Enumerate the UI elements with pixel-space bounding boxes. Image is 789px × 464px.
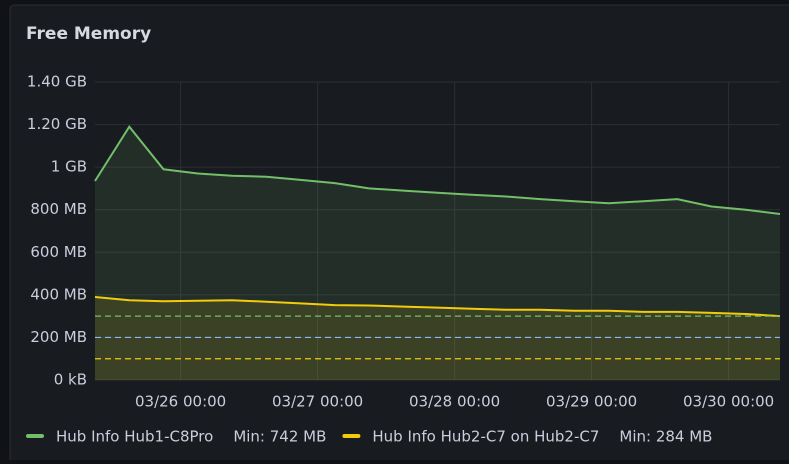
legend-min: Min: 742 MB [233,428,326,446]
y-tick-label: 600 MB [30,243,87,261]
legend-min: Min: 284 MB [619,428,712,446]
y-tick-label: 400 MB [30,285,87,303]
series-line [94,296,781,318]
y-tick-label: 0 kB [54,371,87,389]
legend-label: Hub Info Hub2-C7 on Hub2-C7 [372,428,599,446]
chart-title: Free Memory [26,24,151,44]
x-tick-label: 03/27 00:00 [272,393,363,411]
x-tick-label: 03/29 00:00 [546,393,637,411]
y-tick-label: 200 MB [30,328,87,346]
series-line [94,124,781,215]
y-tick-label: 1 GB [51,158,87,176]
panel [9,4,789,464]
legend-swatch [26,434,44,438]
x-tick-label: 03/30 00:00 [683,393,774,411]
x-tick-label: 03/26 00:00 [135,393,226,411]
legend-label: Hub Info Hub1-C8Pro [56,428,213,446]
x-tick-label: 03/28 00:00 [409,393,500,411]
y-tick-label: 800 MB [30,200,87,218]
legend-swatch [342,434,361,438]
y-tick-label: 1.40 GB [27,73,87,91]
y-tick-label: 1.20 GB [27,115,87,133]
